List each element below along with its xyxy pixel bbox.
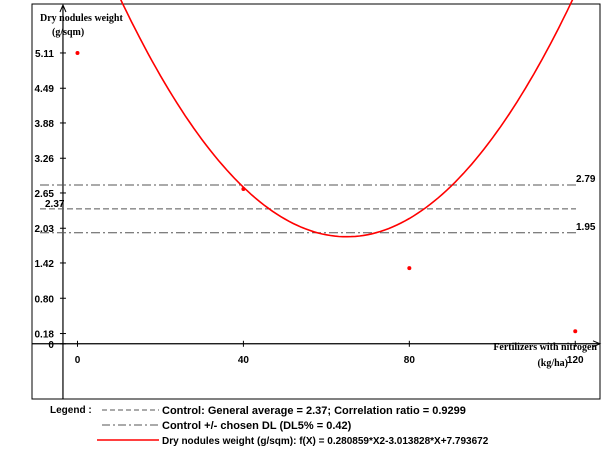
x-axis-title-line1: Fertilizers with nitrogen [493, 342, 597, 353]
reference-line-label: 2.79 [576, 174, 596, 185]
x-tick-label: 80 [404, 355, 416, 366]
y-tick-label: 0.18 [34, 330, 54, 341]
fit-curve-layer [120, 0, 574, 238]
y-tick-label: 5.11 [35, 49, 54, 60]
y-tick-label: 4.49 [34, 84, 54, 95]
data-point [241, 186, 246, 191]
reference-line-label: 2.37 [45, 199, 65, 210]
data-point [75, 50, 80, 55]
data-points [75, 50, 578, 334]
x-tick-label: 40 [238, 355, 250, 366]
y-tick-label: 1.42 [34, 259, 54, 270]
legend-title: Legend : [50, 405, 92, 416]
x-axis-arrow [592, 340, 602, 348]
reference-line-label: 1.95 [576, 222, 596, 233]
y-tick-label: 0 [48, 340, 54, 351]
data-point [407, 266, 412, 271]
y-axis-title-line2: (g/sqm) [52, 27, 84, 38]
plot-frame [31, 3, 601, 400]
x-tick-label: 0 [75, 355, 81, 366]
y-tick-label: 2.65 [34, 189, 54, 200]
legend-entry-control-dl: Control +/- chosen DL (DL5% = 0.42) [162, 420, 352, 432]
tick-labels: 00.180.801.422.032.653.263.884.495.110 40… [34, 49, 584, 366]
reference-lines: 2.79 2.37 1.95 [40, 174, 596, 234]
y-tick-label: 2.03 [34, 224, 54, 235]
y-axis-title-line1: Dry nodules weight [40, 13, 123, 24]
y-tick-label: 3.88 [34, 119, 54, 130]
axes [32, 3, 602, 399]
data-point [573, 329, 578, 334]
y-tick-label: 0.80 [34, 294, 54, 305]
x-tick-label: 120 [567, 355, 584, 366]
legend-entry-average: Control: General average = 2.37; Correla… [162, 405, 466, 417]
legend: Legend : Control: General average = 2.37… [50, 405, 489, 447]
y-axis-arrow [59, 3, 67, 13]
fit-curve [120, 0, 574, 238]
legend-entry-fit: Dry nodules weight (g/sqm): f(X) = 0.280… [162, 436, 489, 447]
y-tick-label: 3.26 [34, 154, 54, 165]
x-axis-title-line2: (kg/ha) [537, 358, 568, 369]
